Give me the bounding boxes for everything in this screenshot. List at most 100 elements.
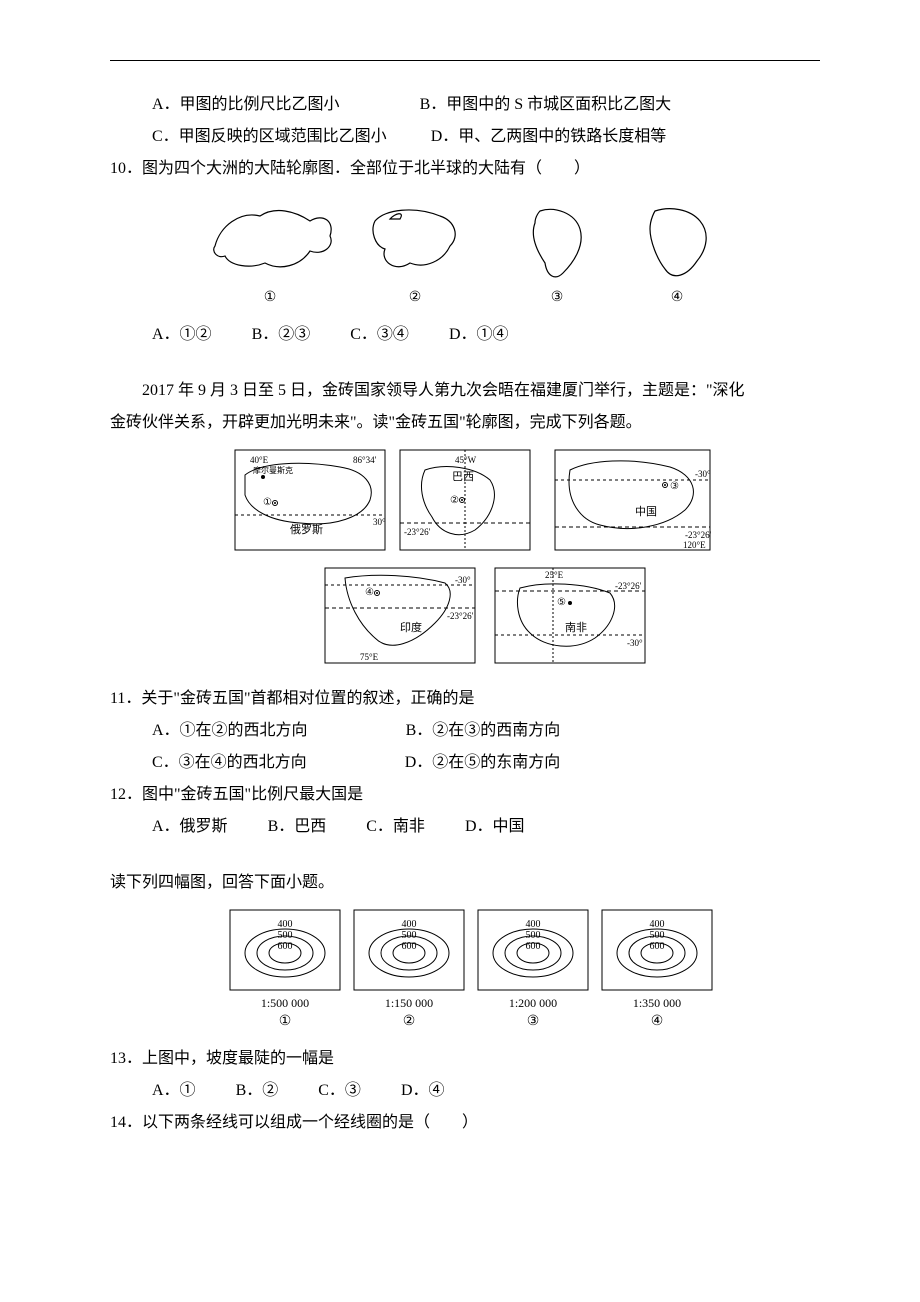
q10-stem: 10．图为四个大洲的大陆轮廓图．全部位于北半球的大陆有（ ） xyxy=(110,153,820,185)
svg-text:-30°: -30° xyxy=(627,638,643,648)
contour-svg: 4005006001:500 000①4005006001:150 000②40… xyxy=(215,905,715,1035)
svg-text:②: ② xyxy=(450,495,459,506)
svg-text:-30°: -30° xyxy=(455,575,471,585)
svg-text:30°: 30° xyxy=(373,517,386,527)
q12-optB: B．巴西 xyxy=(268,818,327,835)
svg-text:500: 500 xyxy=(402,930,417,941)
svg-text:-23°26': -23°26' xyxy=(447,611,474,621)
contour-panel: 400500600 1:350 000 ④ xyxy=(602,910,712,1029)
q12-stem: 12．图中"金砖五国"比例尺最大国是 xyxy=(110,779,820,811)
svg-text:⑤: ⑤ xyxy=(557,597,566,608)
svg-text:120°E: 120°E xyxy=(683,540,706,550)
q11-stem: 11．关于"金砖五国"首都相对位置的叙述，正确的是 xyxy=(110,683,820,715)
svg-text:俄罗斯: 俄罗斯 xyxy=(290,523,323,536)
svg-text:③: ③ xyxy=(527,1014,540,1029)
svg-text:400: 400 xyxy=(650,919,665,930)
q13-optC: C．③ xyxy=(318,1082,361,1099)
svg-text:40°E: 40°E xyxy=(250,455,269,465)
brics-intro-1: 2017 年 9 月 3 日至 5 日，金砖国家领导人第九次会晤在福建厦门举行，… xyxy=(110,375,820,407)
svg-text:-23°26': -23°26' xyxy=(404,527,431,537)
svg-text:600: 600 xyxy=(650,941,665,952)
svg-text:600: 600 xyxy=(278,941,293,952)
q13-stem: 13．上图中，坡度最陡的一幅是 xyxy=(110,1043,820,1075)
contour-panel: 400500600 1:500 000 ① xyxy=(230,910,340,1029)
svg-text:②: ② xyxy=(409,290,422,305)
q10-opts: A．①② B．②③ C．③④ D．①④ xyxy=(110,319,820,351)
svg-text:-23°26': -23°26' xyxy=(685,530,712,540)
q14-stem: 14．以下两条经线可以组成一个经线圈的是（ ） xyxy=(110,1107,820,1139)
svg-text:印度: 印度 xyxy=(400,620,422,634)
contour-intro: 读下列四幅图，回答下面小题。 xyxy=(110,867,820,899)
q9-optB: B．甲图中的 S 市城区面积比乙图大 xyxy=(420,96,672,113)
svg-text:①: ① xyxy=(279,1014,292,1029)
q12-optD: D．中国 xyxy=(465,818,525,835)
q10-optA: A．①② xyxy=(152,326,212,343)
svg-text:1:500 000: 1:500 000 xyxy=(261,996,309,1010)
svg-text:中国: 中国 xyxy=(635,505,657,518)
q11-row2: C．③在④的西北方向 D．②在⑤的东南方向 xyxy=(110,747,820,779)
q9-optA: A．甲图的比例尺比乙图小 xyxy=(152,96,340,113)
q10-optB: B．②③ xyxy=(252,326,311,343)
q11-optD: D．②在⑤的东南方向 xyxy=(405,754,561,771)
q11-optB: B．②在③的西南方向 xyxy=(406,722,561,739)
svg-text:①: ① xyxy=(264,290,277,305)
panel-russia: 40°E 86°34' 摩尔曼斯克 ① 俄罗斯 30° xyxy=(235,450,386,550)
panel-china: ③ 中国 -30° -23°26' 120°E xyxy=(555,450,712,550)
svg-text:摩尔曼斯克: 摩尔曼斯克 xyxy=(253,465,293,475)
q11-row1: A．①在②的西北方向 B．②在③的西南方向 xyxy=(110,715,820,747)
svg-text:500: 500 xyxy=(650,930,665,941)
svg-text:巴西: 巴西 xyxy=(452,471,474,483)
continent-africa: ④ xyxy=(650,209,706,305)
svg-text:④: ④ xyxy=(671,290,684,305)
continents-figure: ① ② ③ ④ xyxy=(110,191,820,311)
svg-text:500: 500 xyxy=(278,930,293,941)
svg-text:-30°: -30° xyxy=(695,469,711,479)
brics-svg: 40°E 86°34' 摩尔曼斯克 ① 俄罗斯 30° 45°W 巴西 xyxy=(215,445,715,675)
svg-text:1:200 000: 1:200 000 xyxy=(509,996,557,1010)
contour-figure: 4005006001:500 000①4005006001:150 000②40… xyxy=(110,905,820,1035)
svg-text:-23°26': -23°26' xyxy=(615,581,642,591)
svg-text:75°E: 75°E xyxy=(360,652,379,662)
panel-brazil: 45°W 巴西 ② -23°26' xyxy=(400,450,530,550)
q10-optC: C．③④ xyxy=(350,326,409,343)
continent-namerica: ② xyxy=(373,210,455,305)
q13-opts: A．① B．② C．③ D．④ xyxy=(110,1075,820,1107)
svg-text:500: 500 xyxy=(526,930,541,941)
svg-text:600: 600 xyxy=(402,941,417,952)
q9-row1: A．甲图的比例尺比乙图小 B．甲图中的 S 市城区面积比乙图大 xyxy=(110,89,820,121)
svg-text:南非: 南非 xyxy=(565,621,587,634)
q11-optC: C．③在④的西北方向 xyxy=(152,754,307,771)
q13-optB: B．② xyxy=(236,1082,279,1099)
svg-text:400: 400 xyxy=(526,919,541,930)
svg-text:600: 600 xyxy=(526,941,541,952)
divider-top xyxy=(110,60,820,61)
svg-text:400: 400 xyxy=(278,919,293,930)
q10-optD: D．①④ xyxy=(449,326,509,343)
continents-svg: ① ② ③ ④ xyxy=(195,191,735,311)
contour-panel: 400500600 1:200 000 ③ xyxy=(478,910,588,1029)
panel-india: ④ 印度 -30° -23°26' 75°E xyxy=(325,568,475,663)
q13-optD: D．④ xyxy=(401,1082,445,1099)
q13-optA: A．① xyxy=(152,1082,196,1099)
svg-text:1:350 000: 1:350 000 xyxy=(633,996,681,1010)
q11-optA: A．①在②的西北方向 xyxy=(152,722,308,739)
svg-text:86°34': 86°34' xyxy=(353,455,377,465)
svg-text:③: ③ xyxy=(670,481,679,492)
q9-optD: D．甲、乙两图中的铁路长度相等 xyxy=(431,128,667,145)
q9-row2: C．甲图反映的区域范围比乙图小 D．甲、乙两图中的铁路长度相等 xyxy=(110,121,820,153)
q9-optC: C．甲图反映的区域范围比乙图小 xyxy=(152,128,387,145)
svg-text:②: ② xyxy=(403,1014,416,1029)
brics-intro-2: 金砖伙伴关系，开辟更加光明未来"。读"金砖五国"轮廓图，完成下列各题。 xyxy=(110,407,820,439)
brics-figure: 40°E 86°34' 摩尔曼斯克 ① 俄罗斯 30° 45°W 巴西 xyxy=(110,445,820,675)
contour-panel: 4005006001:150 000② xyxy=(354,910,464,1029)
q12-opts: A．俄罗斯 B．巴西 C．南非 D．中国 xyxy=(110,811,820,843)
svg-text:①: ① xyxy=(263,497,272,508)
svg-text:④: ④ xyxy=(651,1014,664,1029)
svg-text:45°W: 45°W xyxy=(455,455,477,465)
svg-text:③: ③ xyxy=(551,290,564,305)
q12-optC: C．南非 xyxy=(366,818,425,835)
continent-samerica: ③ xyxy=(533,209,581,305)
q12-optA: A．俄罗斯 xyxy=(152,818,228,835)
svg-text:④: ④ xyxy=(365,587,374,598)
continent-asia: ① xyxy=(214,211,331,305)
